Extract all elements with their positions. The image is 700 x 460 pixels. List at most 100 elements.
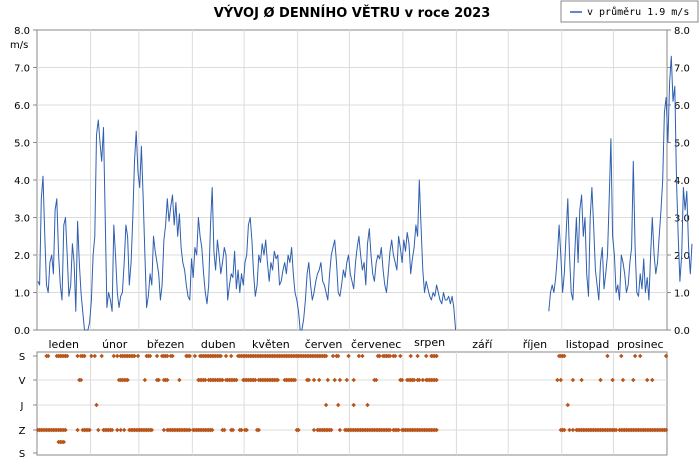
direction-point bbox=[292, 377, 298, 383]
direction-point bbox=[63, 427, 68, 433]
direction-point bbox=[374, 377, 379, 383]
direction-point bbox=[244, 427, 249, 433]
direction-point bbox=[663, 353, 669, 359]
direction-point bbox=[632, 353, 638, 359]
month-label: srpen bbox=[414, 336, 445, 349]
month-label: září bbox=[472, 338, 493, 351]
direction-point bbox=[239, 427, 244, 433]
direction-point bbox=[229, 353, 234, 359]
direction-plot-frame bbox=[36, 351, 668, 456]
direction-point bbox=[570, 377, 576, 383]
direction-point bbox=[154, 353, 160, 359]
direction-point bbox=[398, 353, 403, 359]
direction-point bbox=[619, 353, 624, 359]
direction-point bbox=[558, 377, 563, 383]
y-tick-label-left: 8.0 bbox=[14, 26, 30, 37]
direction-point bbox=[111, 353, 116, 359]
y-tick-label-right: 1.0 bbox=[674, 289, 690, 300]
month-label: květen bbox=[252, 338, 290, 351]
direction-point bbox=[377, 353, 382, 359]
direction-point bbox=[187, 353, 192, 359]
y-tick-label-right: 4.0 bbox=[674, 176, 690, 187]
direction-point bbox=[420, 377, 425, 383]
direction-point bbox=[360, 353, 365, 359]
direction-point bbox=[65, 353, 70, 359]
month-label: říjen bbox=[523, 338, 547, 351]
direction-point bbox=[387, 427, 393, 433]
direction-point bbox=[46, 353, 51, 359]
direction-point bbox=[132, 353, 137, 359]
month-label: březen bbox=[147, 338, 185, 351]
direction-point bbox=[149, 427, 154, 433]
main-gridlines bbox=[37, 30, 667, 330]
direction-point bbox=[203, 377, 208, 383]
wind-series bbox=[37, 55, 693, 331]
direction-point bbox=[220, 377, 225, 383]
direction-point bbox=[230, 427, 236, 433]
y-tick-label-left: 6.0 bbox=[14, 101, 30, 112]
direction-point bbox=[61, 439, 66, 445]
month-label: červen bbox=[305, 338, 343, 351]
direction-point bbox=[115, 427, 120, 433]
direction-point bbox=[118, 427, 123, 433]
direction-point bbox=[234, 377, 239, 383]
chart-title: VÝVOJ Ø DENNÍHO VĚTRU v roce 2023 bbox=[214, 5, 491, 21]
direction-point bbox=[336, 402, 341, 408]
direction-point bbox=[92, 353, 97, 359]
direction-point bbox=[337, 427, 343, 433]
direction-point bbox=[82, 353, 87, 359]
direction-point bbox=[417, 377, 422, 383]
y-tick-label-left: 5.0 bbox=[14, 139, 30, 150]
direction-point bbox=[170, 353, 175, 359]
direction-point bbox=[330, 353, 336, 359]
direction-point bbox=[356, 353, 362, 359]
direction-point bbox=[344, 377, 349, 383]
month-label: listopad bbox=[566, 338, 610, 351]
y-tick-label-right: 6.0 bbox=[674, 101, 690, 112]
direction-point bbox=[424, 353, 429, 359]
direction-point bbox=[562, 427, 567, 433]
y-tick-label-right: 3.0 bbox=[674, 214, 690, 225]
direction-point bbox=[75, 427, 80, 433]
series-line bbox=[37, 119, 457, 331]
direction-point bbox=[296, 427, 301, 433]
direction-point bbox=[562, 353, 567, 359]
wind-speed-plot: 0.0 1.0 2.0 3.0 4.0 5.0 6.0 7.0 8.0 0.0 1.0 2.0 3.0… bbox=[10, 26, 693, 337]
direction-point bbox=[122, 427, 127, 433]
month-label: červenec bbox=[351, 338, 401, 351]
direction-point bbox=[605, 353, 610, 359]
direction-tick-label: Z bbox=[19, 426, 26, 437]
y-tick-label-left: 7.0 bbox=[14, 64, 30, 75]
direction-point bbox=[411, 377, 417, 383]
direction-point bbox=[631, 377, 636, 383]
direction-point bbox=[317, 377, 322, 383]
y-axis-unit-label: m/s bbox=[10, 40, 28, 51]
direction-point bbox=[396, 427, 401, 433]
direction-point bbox=[135, 353, 141, 359]
direction-point bbox=[187, 427, 192, 433]
direction-point bbox=[192, 353, 198, 359]
y-axis-left: 0.0 1.0 2.0 3.0 4.0 5.0 6.0 7.0 8.0 bbox=[14, 26, 37, 337]
direction-point bbox=[620, 377, 626, 383]
direction-point bbox=[365, 402, 370, 408]
direction-point bbox=[650, 377, 655, 383]
direction-point bbox=[78, 377, 84, 383]
direction-point bbox=[434, 377, 439, 383]
x-axis-months: leden únor březen duben květen červen červenec… bbox=[48, 336, 663, 351]
direction-point bbox=[311, 377, 317, 383]
legend-label: v průměru 1.9 m/s bbox=[587, 6, 689, 18]
direction-point bbox=[253, 377, 258, 383]
direction-point bbox=[337, 377, 343, 383]
direction-point bbox=[408, 353, 413, 359]
legend: v průměru 1.9 m/s bbox=[560, 0, 699, 23]
direction-point bbox=[96, 427, 101, 433]
direction-point bbox=[256, 427, 261, 433]
month-label: leden bbox=[48, 338, 79, 351]
y-tick-label-right: 8.0 bbox=[674, 26, 690, 37]
direction-point bbox=[645, 377, 650, 383]
direction-point bbox=[638, 353, 643, 359]
direction-point bbox=[125, 377, 130, 383]
direction-tick-label: S bbox=[19, 449, 25, 460]
direction-point bbox=[177, 377, 182, 383]
